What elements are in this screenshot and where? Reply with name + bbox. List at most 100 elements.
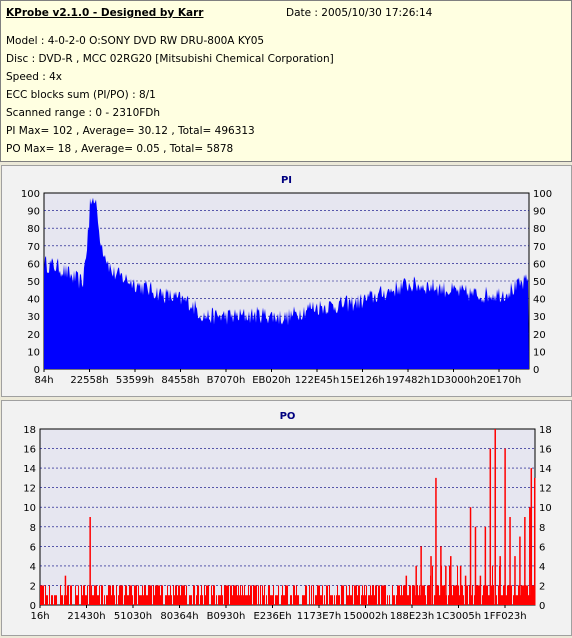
po-bar <box>184 585 185 605</box>
po-bar <box>193 585 194 605</box>
po-bar <box>282 585 283 605</box>
po-bar <box>488 595 489 605</box>
po-bar <box>489 595 490 605</box>
po-bar <box>194 585 195 605</box>
po-bar <box>432 565 433 605</box>
po-bar <box>458 585 459 605</box>
po-spike-bar <box>435 477 437 605</box>
po-bar <box>266 595 267 605</box>
model-line: Model : 4-0-2-0 O:SONY DVD RW DRU-800A K… <box>6 35 265 47</box>
po-bar <box>444 585 445 605</box>
po-bar <box>253 585 254 605</box>
po-bar <box>508 585 509 605</box>
po-y-tick-right: 10 <box>539 503 552 514</box>
po-bar <box>107 595 108 605</box>
po-bar <box>245 595 246 605</box>
po-bar <box>179 585 180 605</box>
po-bar <box>175 585 176 605</box>
pi-y-tick-left: 80 <box>27 224 40 235</box>
po-bar <box>364 585 365 605</box>
po-spike-bar <box>415 565 417 605</box>
po-bar <box>118 595 119 605</box>
po-bar <box>295 595 296 605</box>
po-bar <box>351 595 352 605</box>
po-bar <box>169 595 170 605</box>
po-bar <box>381 585 382 605</box>
po-bar <box>142 585 143 605</box>
po-bar <box>84 585 85 605</box>
po-bar <box>399 585 400 605</box>
po-bar <box>492 565 493 605</box>
po-bar <box>101 585 102 605</box>
po-bar <box>128 595 129 605</box>
po-bar <box>227 585 228 605</box>
po-bar <box>383 585 384 605</box>
pi-summary: PI Max= 102 , Average= 30.12 , Total= 49… <box>6 125 255 137</box>
po-bar <box>64 595 65 605</box>
po-bar <box>264 585 265 605</box>
po-bar <box>523 585 524 605</box>
po-bar <box>99 585 100 605</box>
po-bar <box>276 595 277 605</box>
po-bar <box>506 595 507 605</box>
pi-y-tick-left: 10 <box>27 347 40 358</box>
po-bar <box>357 595 358 605</box>
po-bar <box>230 585 231 605</box>
po-bar <box>482 595 483 605</box>
po-bar <box>532 585 533 605</box>
po-x-tick-label: 188E23h <box>390 611 434 622</box>
po-spike-bar <box>445 565 447 605</box>
po-bar <box>278 585 279 605</box>
po-bar <box>476 585 477 605</box>
po-chart-panel: PO 0 0 2 2 4 4 6 6 8 8 10 10 12 12 14 14 16 16 18 18 16h 21430… <box>1 400 572 636</box>
po-bar <box>434 595 435 605</box>
po-y-tick-left: 4 <box>30 562 36 573</box>
po-spike-bar <box>484 526 487 605</box>
po-bar <box>496 595 497 605</box>
po-x-tick-label: 21430h <box>67 611 105 622</box>
po-spike-bar <box>430 556 432 605</box>
po-bar <box>119 585 120 605</box>
po-bar <box>135 585 136 605</box>
po-bar <box>392 585 393 605</box>
po-bar <box>319 585 320 605</box>
po-bar <box>178 585 179 605</box>
po-bar <box>306 585 307 605</box>
po-bar <box>375 585 376 605</box>
po-bar <box>442 585 443 605</box>
po-bar <box>418 595 419 605</box>
po-bar <box>145 585 146 605</box>
po-bar <box>87 585 88 605</box>
po-bar <box>352 585 353 605</box>
po-x-tick-label: 1173E7h <box>297 611 341 622</box>
po-bar <box>409 585 410 605</box>
po-bar <box>403 585 404 605</box>
po-bar <box>273 585 274 605</box>
po-bar <box>52 595 53 605</box>
po-bar <box>484 585 485 605</box>
po-bar <box>174 595 175 605</box>
po-bar <box>202 595 203 605</box>
po-bar <box>82 595 83 605</box>
po-bar <box>76 595 77 605</box>
po-bar <box>305 585 306 605</box>
po-bar <box>471 595 472 605</box>
po-bar <box>116 585 117 605</box>
po-bar <box>483 585 484 605</box>
po-bar <box>513 595 514 605</box>
po-bar <box>417 585 418 605</box>
po-bar <box>459 595 460 605</box>
po-bar <box>161 585 162 605</box>
po-spike-bar <box>464 575 467 605</box>
po-y-tick-left: 8 <box>30 523 36 534</box>
pi-x-tick-label: 22558h <box>70 375 108 386</box>
po-bar <box>234 585 235 605</box>
po-bar <box>527 585 528 605</box>
po-x-tick-label: 80364h <box>160 611 198 622</box>
pi-series-area <box>44 197 529 369</box>
po-bar <box>121 585 122 605</box>
po-bar <box>359 585 360 605</box>
po-bar <box>443 585 444 605</box>
po-bar <box>255 585 256 605</box>
po-bar <box>270 595 271 605</box>
